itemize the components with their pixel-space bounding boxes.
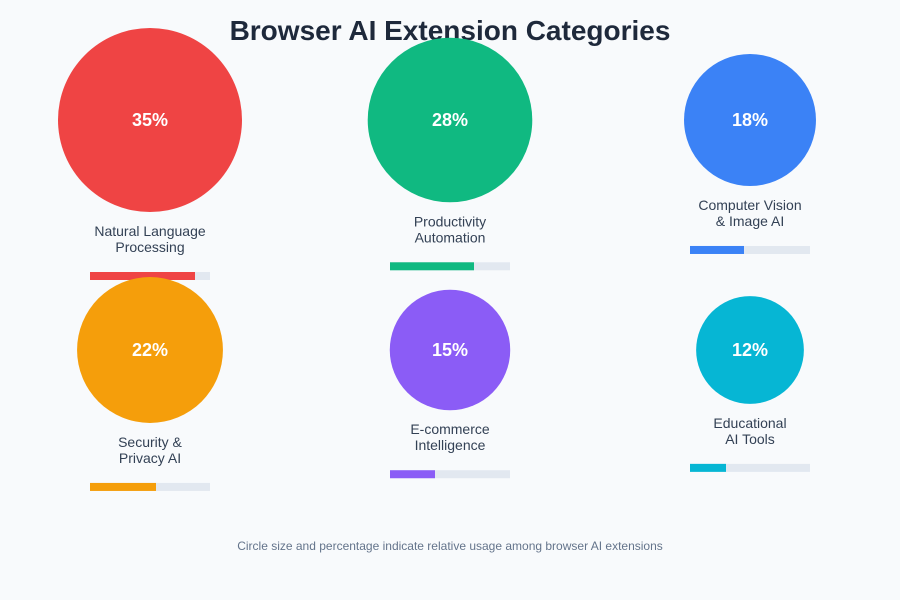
bubble-value-label-5: 12% bbox=[732, 340, 768, 360]
bar-fill-2 bbox=[690, 245, 744, 254]
bubble-1 bbox=[367, 37, 533, 203]
bubble-category-label-0-0: Natural Language bbox=[94, 223, 206, 239]
bubble-category-label-4-1: Intelligence bbox=[415, 437, 486, 453]
bubble-0 bbox=[58, 28, 242, 212]
bar-fill-0 bbox=[90, 272, 195, 280]
bubble-category-label-0-1: Processing bbox=[115, 239, 184, 255]
bubble-category-label-4-0: E-commerce bbox=[410, 421, 490, 437]
bubble-2 bbox=[684, 54, 816, 186]
bubble-category-label-1-1: Automation bbox=[415, 229, 486, 245]
bar-fill-4 bbox=[390, 470, 435, 479]
bubble-5 bbox=[696, 296, 804, 404]
bar-track-5 bbox=[690, 463, 810, 472]
bubble-category-label-3-1: Privacy AI bbox=[119, 450, 181, 466]
bubble-category-label-5-0: Educational bbox=[713, 415, 786, 431]
bar-fill-3 bbox=[90, 482, 156, 491]
bubble-value-label-0: 35% bbox=[132, 110, 168, 130]
chart-footnote: Circle size and percentage indicate rela… bbox=[237, 539, 663, 553]
bubble-value-label-3: 22% bbox=[132, 340, 168, 360]
bubble-category-label-3-0: Security & bbox=[118, 434, 182, 450]
bubble-category-label-2-1: & Image AI bbox=[716, 213, 784, 229]
bubble-category-label-1-0: Productivity bbox=[414, 213, 486, 229]
bubble-category-label-5-1: AI Tools bbox=[725, 431, 775, 447]
bubble-value-label-4: 15% bbox=[432, 340, 468, 360]
bar-fill-1 bbox=[390, 262, 474, 271]
bubble-category-label-2-0: Computer Vision bbox=[698, 197, 801, 213]
bubble-4 bbox=[389, 289, 511, 411]
bar-fill-5 bbox=[690, 463, 726, 472]
bar-track-2 bbox=[690, 245, 810, 254]
bubble-value-label-1: 28% bbox=[432, 110, 468, 130]
bar-track-4 bbox=[390, 470, 510, 479]
bubble-value-label-2: 18% bbox=[732, 110, 768, 130]
bubble-3 bbox=[77, 277, 223, 423]
